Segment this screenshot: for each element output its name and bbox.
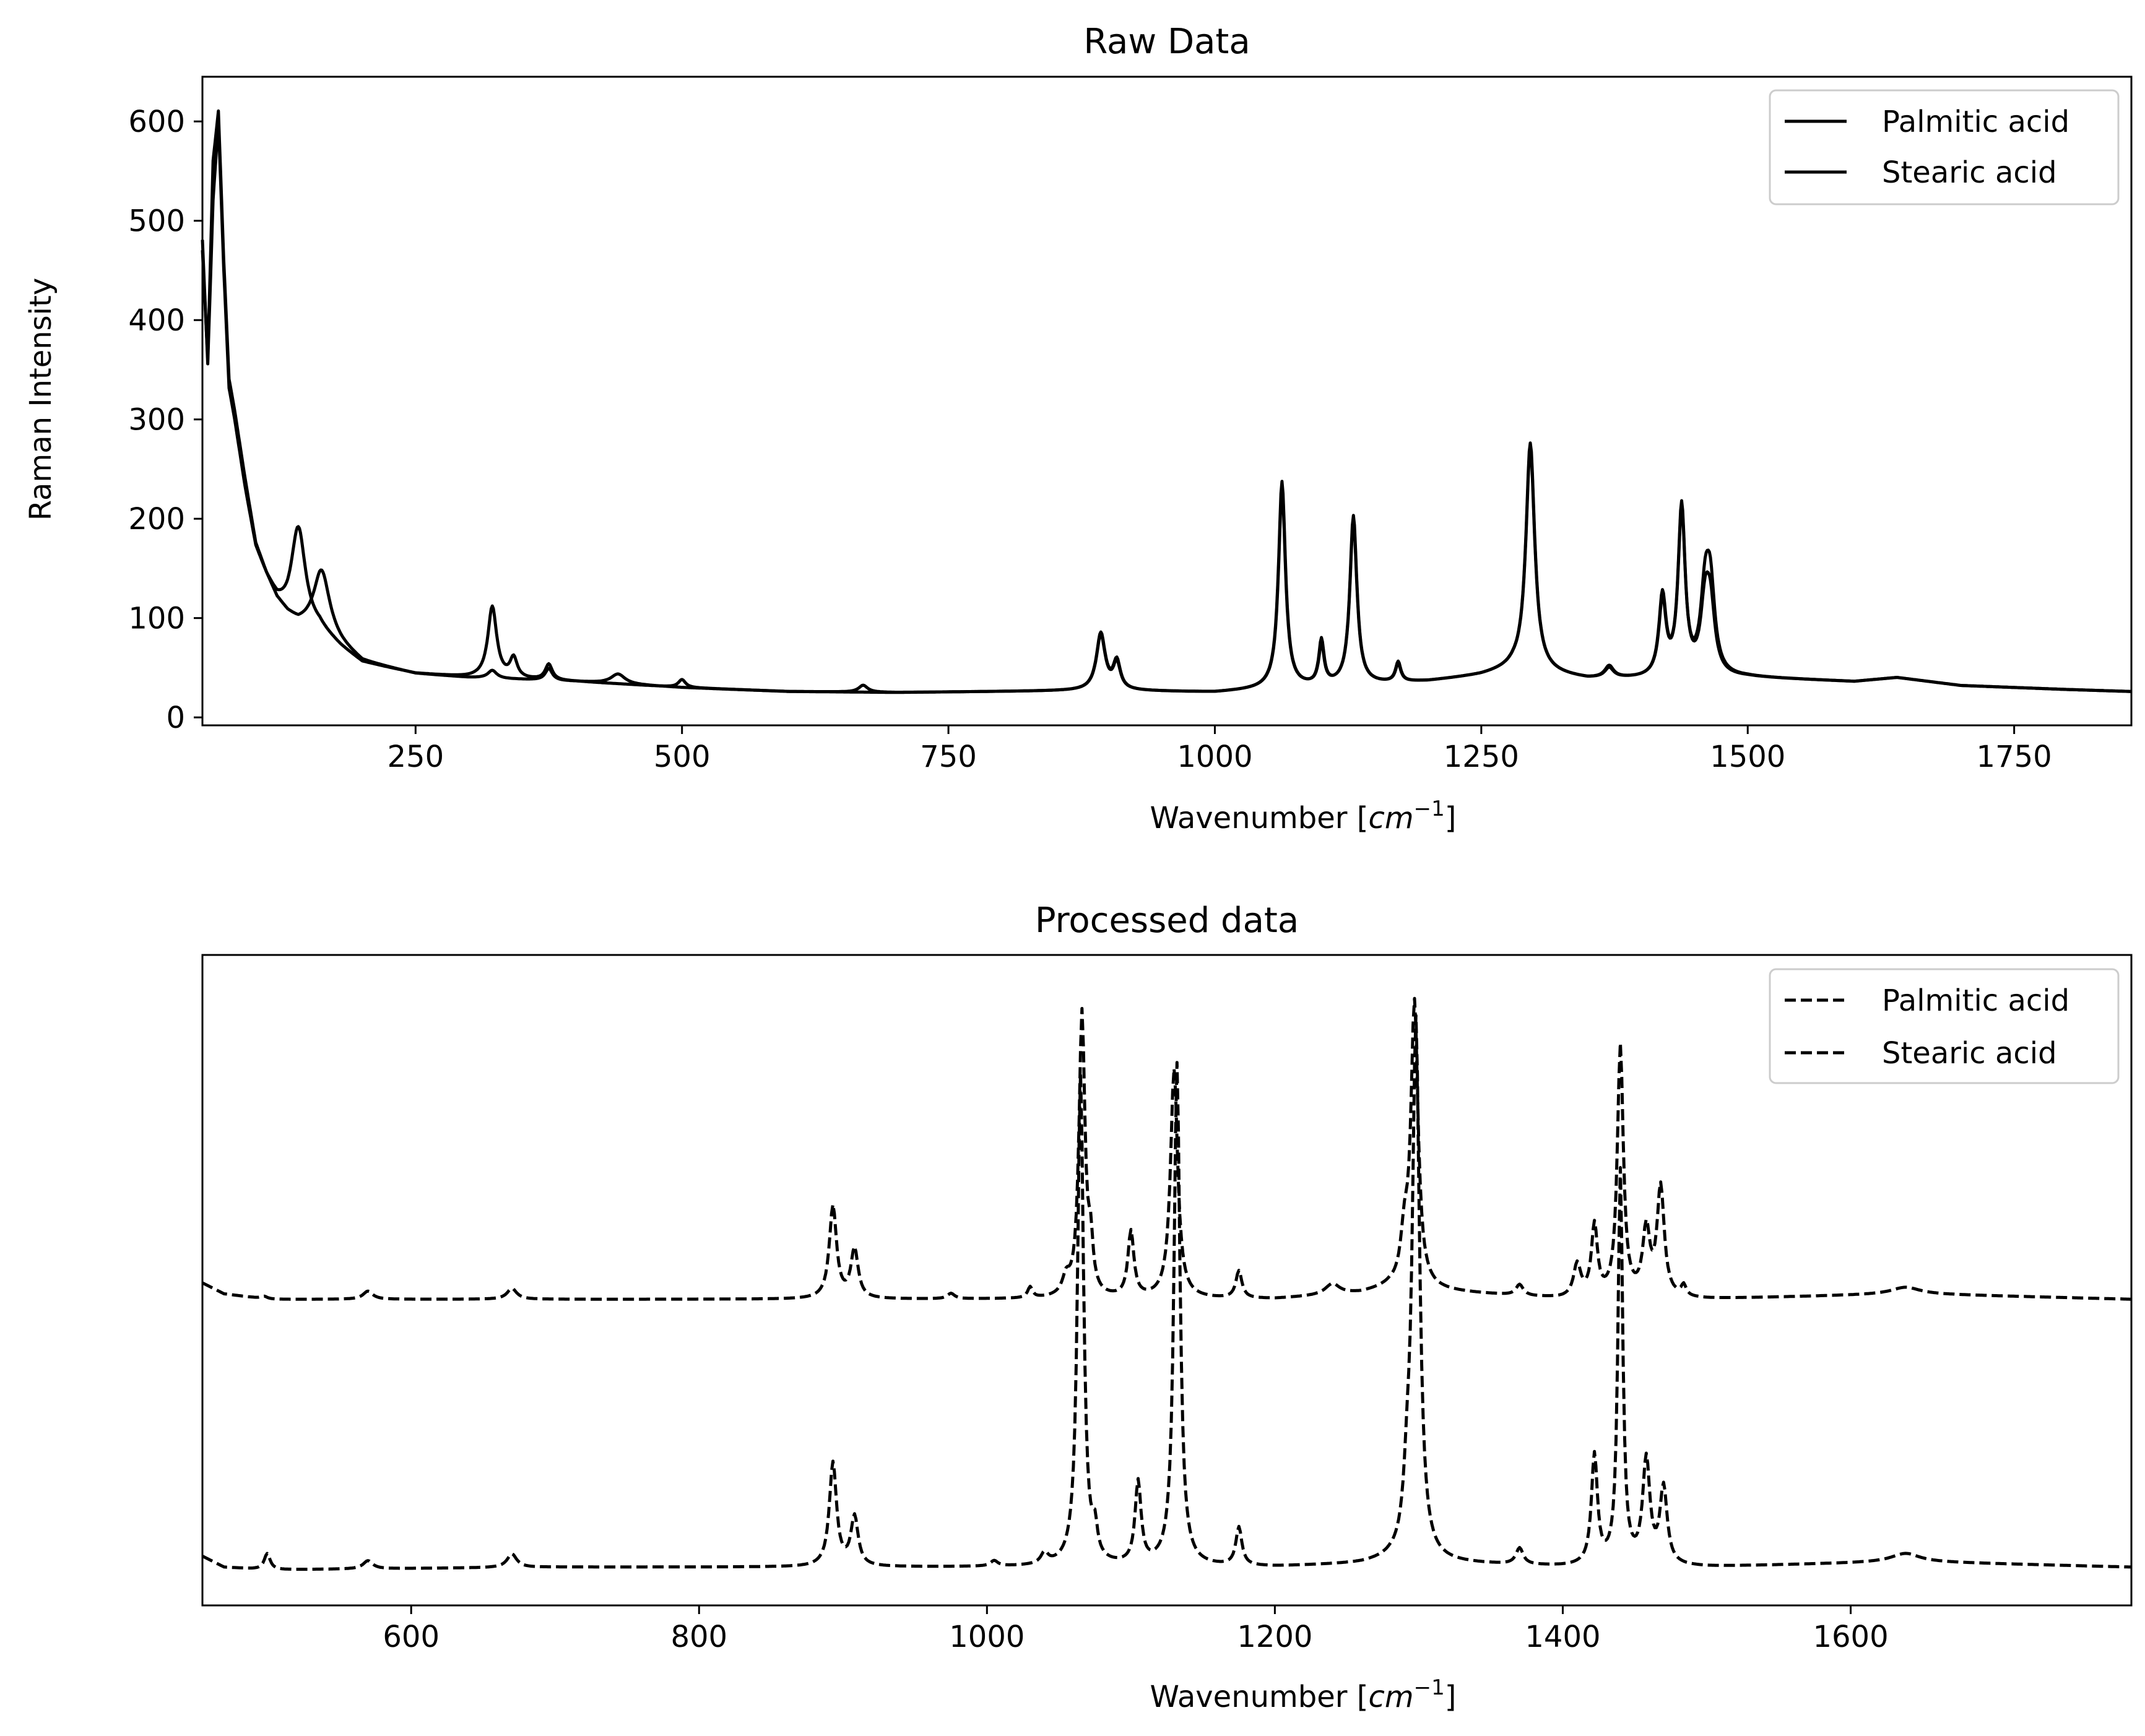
raw-data-y-tick-label: 100 [128, 602, 185, 636]
processed-data-legend: Palmitic acid Stearic acid [1769, 968, 2120, 1084]
raw-data-title: Raw Data [1083, 22, 1250, 62]
processed-data-x-tick-label: 1600 [1813, 1620, 1888, 1654]
processed-data-plot-frame [201, 954, 2133, 1607]
raw-data-legend-label-palmitic: Palmitic acid [1882, 105, 2069, 139]
raw-data-y-tick-label: 300 [128, 403, 185, 438]
raw-data-x-tick-label: 1750 [1977, 740, 2052, 774]
raw-data-x-tick-label: 750 [920, 740, 977, 774]
processed-data-legend-label-palmitic: Palmitic acid [1882, 983, 2069, 1018]
raw-data-y-tick-label: 0 [166, 701, 185, 735]
raw-data-y-tick-label: 400 [128, 303, 185, 338]
processed-data-x-tick-label: 600 [383, 1620, 440, 1654]
processed-data-x-tick-label: 800 [670, 1620, 727, 1654]
raw-data-x-axis-label: Wavenumber [cm−1] [1150, 797, 1456, 836]
processed-data-legend-box [1769, 968, 2120, 1084]
raw-data-x-tick-label: 500 [654, 740, 711, 774]
processed-data-subplot: Processed data Wavenumber [cm−1] 600 800 1… [201, 900, 2133, 1714]
processed-data-axis-ticks: 600 800 1000 1200 1400 1600 [383, 1605, 1889, 1654]
raw-data-series-stearic-acid-line [201, 109, 2132, 694]
raw-data-series-lines [201, 109, 2132, 694]
raw-data-x-tick-label: 1000 [1177, 740, 1252, 774]
raw-data-x-tick-label: 1250 [1444, 740, 1519, 774]
raw-data-legend: Palmitic acid Stearic acid [1769, 89, 2120, 205]
raw-data-x-tick-label: 1500 [1710, 740, 1785, 774]
processed-data-legend-label-stearic: Stearic acid [1882, 1036, 2057, 1071]
raw-data-subplot: Raw Data Raman Intensity Wavenumber [cm−… [24, 22, 2133, 836]
raw-data-x-tick-label: 250 [387, 740, 444, 774]
processed-data-x-tick-label: 1200 [1237, 1620, 1312, 1654]
processed-data-x-axis-label: Wavenumber [cm−1] [1150, 1675, 1456, 1714]
raw-data-plot-frame [201, 76, 2133, 727]
processed-data-x-tick-label: 1000 [949, 1620, 1025, 1654]
processed-data-series-lines [201, 996, 2132, 1571]
raw-data-legend-label-stearic: Stearic acid [1882, 155, 2057, 190]
raw-data-y-tick-label: 200 [128, 502, 185, 537]
raw-data-y-tick-label: 500 [128, 204, 185, 239]
raw-data-y-tick-label: 600 [128, 105, 185, 139]
raw-data-axis-ticks: 250 500 750 1000 1250 1500 1750 0 100 200 300 400 50… [128, 105, 2052, 774]
processed-data-x-tick-label: 1400 [1525, 1620, 1600, 1654]
processed-data-title: Processed data [1035, 900, 1299, 941]
processed-data-series-palmitic-acid-line [201, 996, 2132, 1301]
raw-data-y-axis-label: Raman Intensity [24, 278, 58, 520]
processed-data-series-stearic-acid-line [201, 1014, 2132, 1571]
raw-data-legend-box [1769, 89, 2120, 205]
